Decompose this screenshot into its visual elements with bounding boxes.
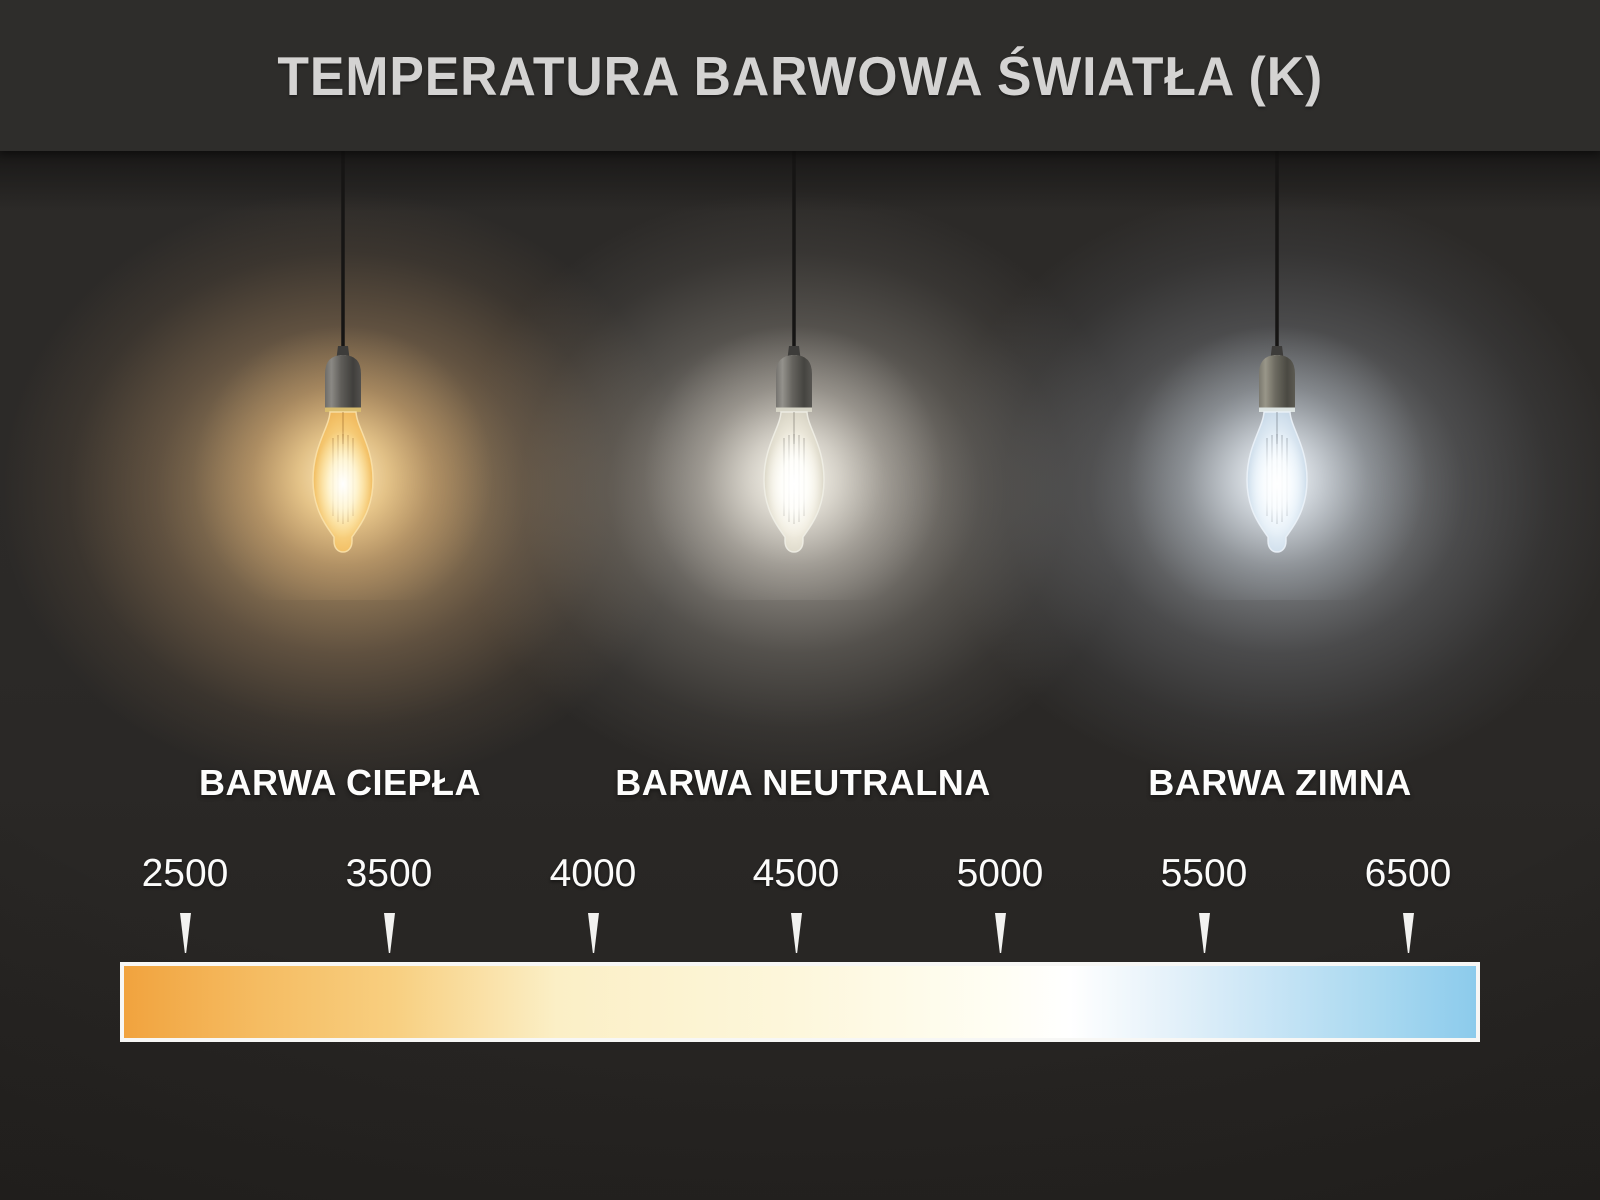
down-arrow-icon	[1199, 913, 1210, 953]
down-arrow-icon	[588, 913, 599, 953]
label-neutral-color: BARWA NEUTRALNA	[615, 762, 991, 803]
bulb-core-glow	[765, 430, 823, 538]
page-title: TEMPERATURA BARWOWA ŚWIATŁA (K)	[277, 44, 1323, 107]
scale-tick-label: 6500	[1364, 852, 1452, 895]
down-arrow-icon	[180, 913, 191, 953]
header-shadow	[0, 150, 1600, 212]
scale-tick-label: 5500	[1160, 852, 1248, 895]
label-cool-color: BARWA ZIMNA	[1148, 762, 1412, 803]
label-warm-color: BARWA CIEPŁA	[198, 762, 481, 803]
edison-bulb-warm-icon	[193, 150, 493, 600]
scale-tick-label: 4000	[549, 852, 637, 895]
scale-tick-label: 5000	[956, 852, 1044, 895]
socket-rim	[1259, 407, 1295, 412]
down-arrow-icon	[791, 913, 802, 953]
down-arrow-icon	[995, 913, 1006, 953]
bulb-socket	[776, 355, 812, 412]
scale-tick-label: 3500	[345, 852, 433, 895]
temperature-gradient-bar	[120, 962, 1480, 1042]
down-arrow-icon	[384, 913, 395, 953]
header: TEMPERATURA BARWOWA ŚWIATŁA (K)	[0, 0, 1600, 151]
down-arrow-icon	[1403, 913, 1414, 953]
edison-bulb-cool-icon	[1127, 150, 1427, 600]
bulb-core-glow	[1248, 430, 1306, 538]
socket-rim	[776, 407, 812, 412]
edison-bulb-neutral-icon	[644, 150, 944, 600]
scale-tick-label: 4500	[752, 852, 840, 895]
socket-rim	[325, 407, 361, 412]
bulb-socket	[325, 355, 361, 412]
scale-tick-label: 2500	[141, 852, 229, 895]
bulb-core-glow	[314, 430, 372, 538]
bulb-socket	[1259, 355, 1295, 412]
